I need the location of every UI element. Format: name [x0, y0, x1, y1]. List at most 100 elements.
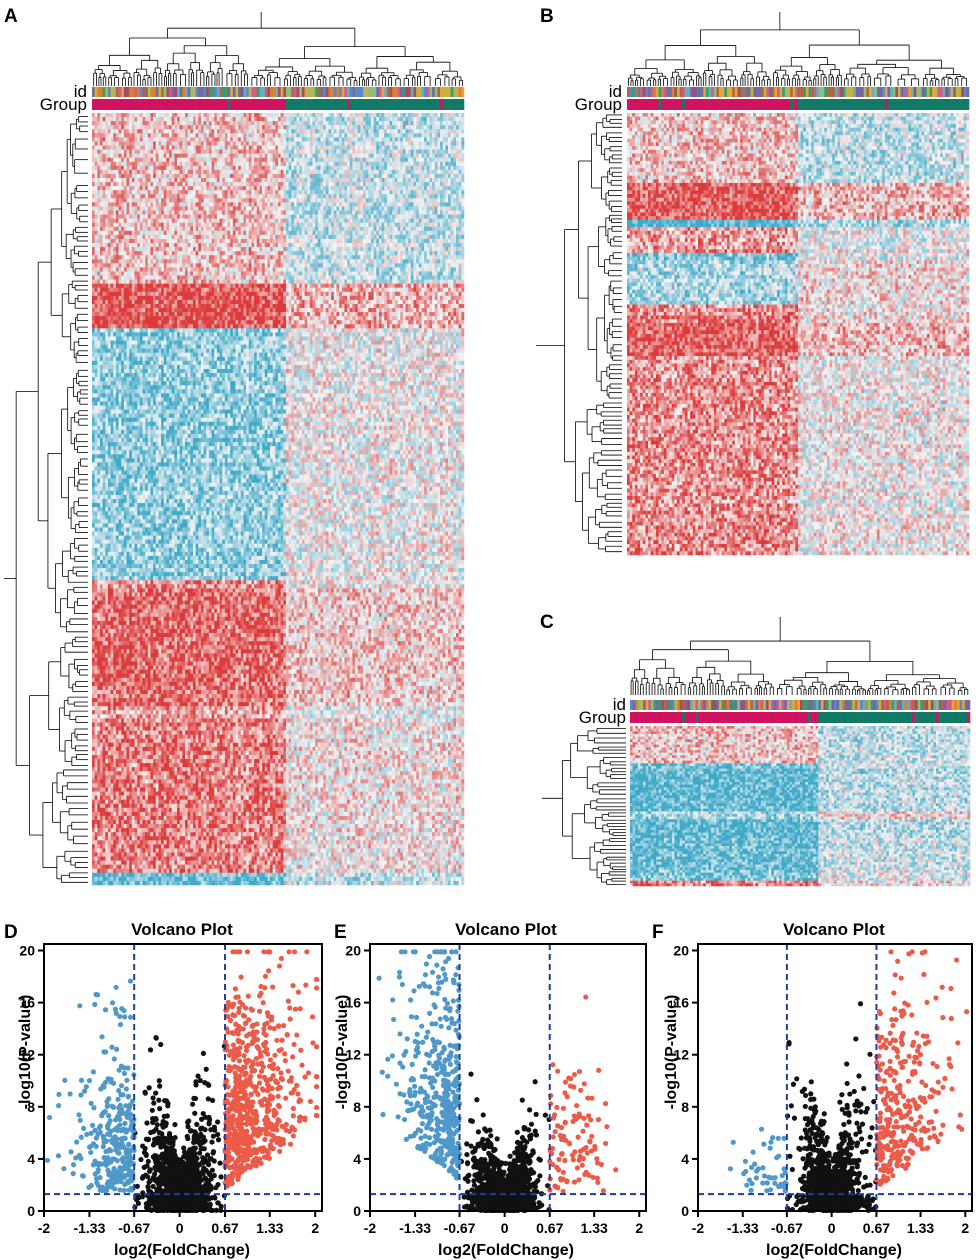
id-annotation-label: id — [74, 82, 87, 101]
heatmap-cell — [134, 169, 138, 175]
heatmap-cell — [307, 113, 311, 118]
heatmap-cell — [432, 157, 436, 163]
heatmap-cell — [169, 173, 173, 179]
heatmap-cell — [118, 173, 122, 179]
heatmap-cell — [386, 178, 390, 183]
heatmap-cell — [413, 141, 417, 146]
heatmap-cell — [365, 125, 369, 130]
heatmap-cell — [256, 149, 260, 154]
heatmap-cell — [248, 165, 252, 171]
heatmap-cell — [206, 133, 210, 138]
heatmap-cell — [408, 161, 412, 167]
heatmap-cell — [161, 190, 165, 195]
group-cell — [211, 99, 215, 110]
heatmap-cell — [421, 133, 425, 138]
heatmap-cell — [296, 129, 300, 134]
heatmap-cell — [416, 133, 420, 138]
heatmap-cell — [240, 145, 244, 150]
heatmap-cell — [270, 182, 273, 187]
heatmap-cell — [333, 137, 337, 142]
heatmap-cell — [418, 165, 422, 171]
heatmap-cell — [155, 206, 159, 211]
heatmap-cell — [453, 218, 457, 224]
heatmap-cell — [331, 214, 335, 219]
id-cell — [158, 87, 162, 97]
group-cell — [384, 99, 388, 110]
heatmap-cell — [299, 125, 303, 130]
heatmap-cell — [355, 214, 359, 219]
heatmap-cell — [190, 226, 194, 232]
heatmap-cell — [254, 178, 258, 183]
heatmap-cell — [376, 145, 380, 150]
heatmap-cell — [105, 117, 109, 122]
heatmap-cell — [256, 117, 260, 122]
heatmap-cell — [397, 149, 401, 154]
heatmap-cell — [214, 161, 218, 167]
heatmap-cell — [440, 173, 444, 179]
heatmap-cell — [126, 161, 130, 167]
heatmap-cell — [413, 133, 417, 138]
heatmap-cell — [216, 117, 220, 122]
group-cell — [392, 99, 396, 110]
id-cell — [339, 87, 343, 97]
heatmap-cell — [190, 149, 194, 154]
group-cell — [227, 99, 231, 110]
heatmap-cell — [416, 198, 420, 203]
heatmap-cell — [445, 129, 449, 134]
group-cell — [347, 99, 351, 110]
heatmap-cell — [222, 121, 226, 126]
heatmap-cell — [373, 198, 377, 203]
heatmap-cell — [450, 145, 454, 150]
heatmap-cell — [174, 210, 178, 215]
heatmap-cell — [450, 182, 454, 187]
heatmap-cell — [384, 117, 388, 122]
heatmap-cell — [418, 186, 422, 191]
heatmap-cell — [153, 113, 157, 118]
heatmap-cell — [402, 178, 406, 183]
heatmap-cell — [376, 173, 380, 179]
heatmap-cell — [238, 141, 242, 146]
heatmap-cell — [137, 141, 141, 146]
heatmap-cell — [456, 173, 459, 179]
heatmap-cell — [113, 226, 117, 232]
heatmap-cell — [254, 141, 258, 146]
heatmap-cell — [371, 206, 374, 211]
group-cell — [177, 99, 180, 110]
heatmap-cell — [405, 125, 409, 130]
heatmap-cell — [331, 125, 335, 130]
heatmap-cell — [352, 182, 356, 187]
heatmap-cell — [448, 117, 452, 122]
heatmap-cell — [408, 165, 412, 171]
heatmap-cell — [285, 186, 289, 191]
heatmap-cell — [437, 169, 441, 175]
heatmap-cell — [355, 133, 359, 138]
heatmap-cell — [107, 226, 111, 232]
heatmap-cell — [158, 121, 162, 126]
heatmap-cell — [384, 169, 388, 175]
heatmap-cell — [339, 178, 343, 183]
heatmap-cell — [206, 137, 210, 142]
heatmap-cell — [285, 165, 289, 171]
group-cell — [153, 99, 157, 110]
heatmap-cell — [400, 133, 404, 138]
heatmap-cell — [99, 178, 103, 183]
heatmap-cell — [461, 182, 465, 187]
heatmap-cell — [155, 141, 159, 146]
heatmap-cell — [270, 157, 273, 163]
heatmap-cell — [309, 129, 313, 134]
heatmap-cell — [339, 149, 343, 154]
heatmap-cell — [432, 169, 436, 175]
heatmap-cell — [437, 165, 441, 171]
heatmap-cell — [174, 129, 178, 134]
heatmap-cell — [235, 198, 239, 203]
heatmap-cell — [378, 214, 382, 219]
heatmap-cell — [347, 206, 351, 211]
heatmap-cell — [349, 178, 353, 183]
id-cell — [137, 87, 141, 97]
heatmap-cell — [418, 222, 422, 228]
heatmap-cell — [177, 125, 180, 130]
heatmap-cell — [118, 141, 122, 146]
heatmap-cell — [121, 198, 125, 203]
heatmap-cell — [267, 165, 271, 171]
group-cell — [432, 99, 436, 110]
